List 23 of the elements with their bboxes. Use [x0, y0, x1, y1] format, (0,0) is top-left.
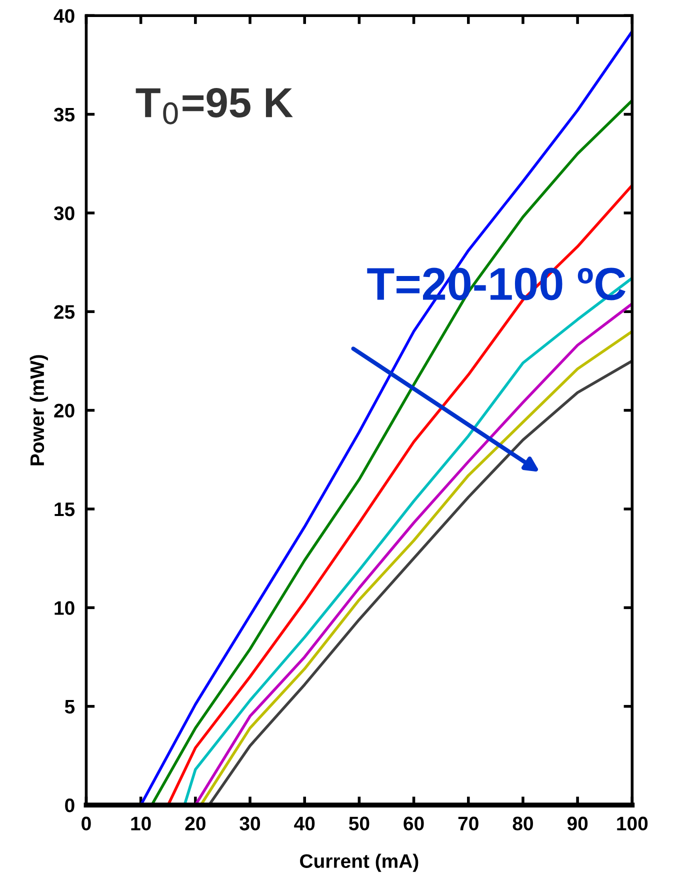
- y-tick-label: 35: [54, 108, 75, 122]
- annotation: T$_{0}$=95 K: [136, 88, 293, 124]
- x-tick-label: 0: [82, 816, 91, 830]
- x-tick-label: 90: [567, 816, 588, 830]
- y-tick-label: 20: [54, 404, 74, 418]
- x-tick-label: 80: [512, 816, 533, 830]
- y-tick-label: 10: [54, 601, 74, 615]
- x-tick-label: 20: [185, 816, 206, 830]
- x-tick-label: 60: [404, 816, 424, 830]
- x-tick-label: 50: [348, 816, 370, 830]
- x-axis-title: Current (mA): [300, 854, 418, 872]
- x-tick-label: 70: [458, 816, 478, 830]
- x-tick-label: 30: [240, 816, 260, 830]
- y-tick-label: 15: [54, 502, 75, 516]
- y-tick-label: 40: [54, 9, 74, 23]
- x-tick-label: 40: [294, 816, 315, 830]
- x-tick-label: 100: [617, 816, 648, 830]
- x-tick-label: 10: [131, 816, 151, 830]
- y-tick-label: 30: [54, 206, 74, 220]
- y-tick-label: 25: [54, 305, 75, 319]
- y-axis-title: Power (mW): [30, 355, 48, 466]
- y-tick-label: 0: [65, 798, 74, 812]
- y-tick-label: 5: [64, 700, 75, 714]
